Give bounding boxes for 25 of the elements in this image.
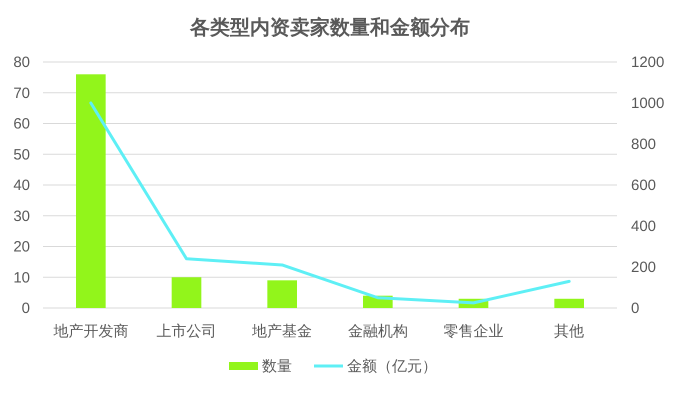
y-tick-label: 60: [13, 116, 30, 132]
x-tick-label: 地产基金: [252, 323, 312, 340]
x-tick-label: 金融机构: [348, 323, 408, 340]
x-tick-label: 地产开发商: [53, 323, 128, 340]
title: 各类型内资卖家数量和金额分布: [190, 17, 470, 39]
x-tick-label: 上市公司: [156, 323, 216, 340]
y-tick-label: 30: [13, 208, 30, 225]
y-tick-label: 0: [22, 300, 30, 317]
y-tick-label: 20: [13, 238, 30, 256]
y2-tick-label: 200: [631, 259, 656, 276]
y-tick-label: 80: [13, 54, 30, 71]
y-tick-label: 50: [13, 146, 30, 164]
y2-tick-label: 800: [631, 136, 656, 153]
y2-tick-label: 1200: [631, 54, 664, 71]
y2-tick-label: 400: [631, 218, 656, 235]
y2-tick-label: 0: [631, 300, 640, 317]
x-tick-label: 其他: [554, 323, 584, 340]
y-tick-label: 10: [13, 269, 30, 286]
y2-tick-label: 600: [631, 177, 656, 194]
legend-label: 金额（亿元）: [347, 358, 437, 375]
y2-tick-label: 1000: [631, 95, 664, 112]
x-tick-label: 零售企业: [444, 323, 504, 340]
legend-label: 数量: [262, 358, 292, 375]
y-tick-label: 40: [13, 177, 30, 194]
y-tick-label: 70: [13, 84, 30, 102]
